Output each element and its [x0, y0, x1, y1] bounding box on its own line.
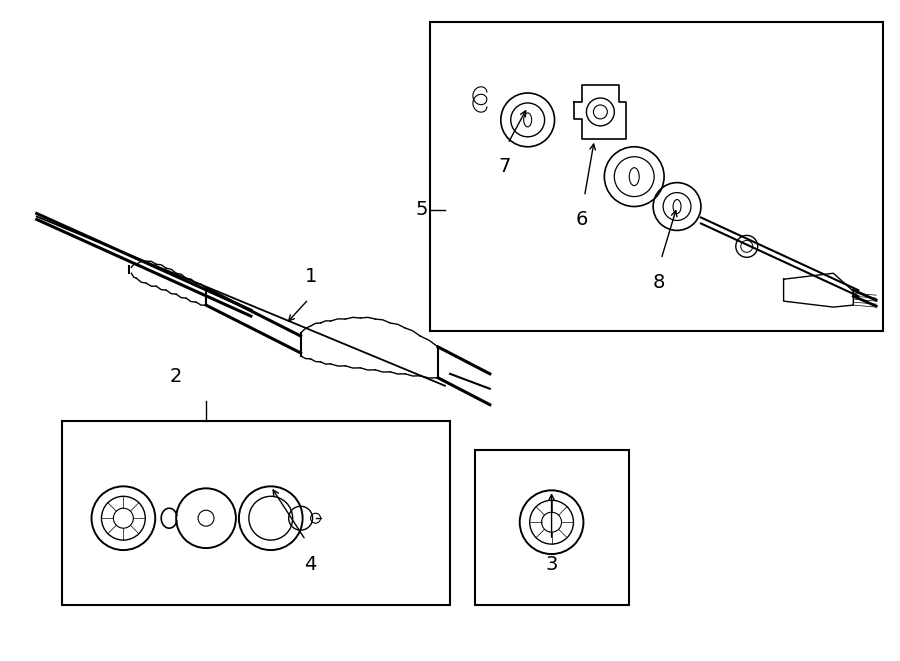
- Text: 6: 6: [575, 210, 588, 229]
- Text: 3: 3: [545, 555, 558, 574]
- Text: 4: 4: [304, 555, 317, 574]
- Bar: [61, 420, 450, 605]
- Text: 2: 2: [170, 367, 183, 386]
- Bar: [475, 451, 629, 605]
- Text: 7: 7: [499, 157, 511, 176]
- Text: 5: 5: [416, 200, 428, 219]
- Text: 1: 1: [304, 267, 317, 286]
- Bar: [430, 22, 883, 331]
- Text: 8: 8: [652, 273, 665, 292]
